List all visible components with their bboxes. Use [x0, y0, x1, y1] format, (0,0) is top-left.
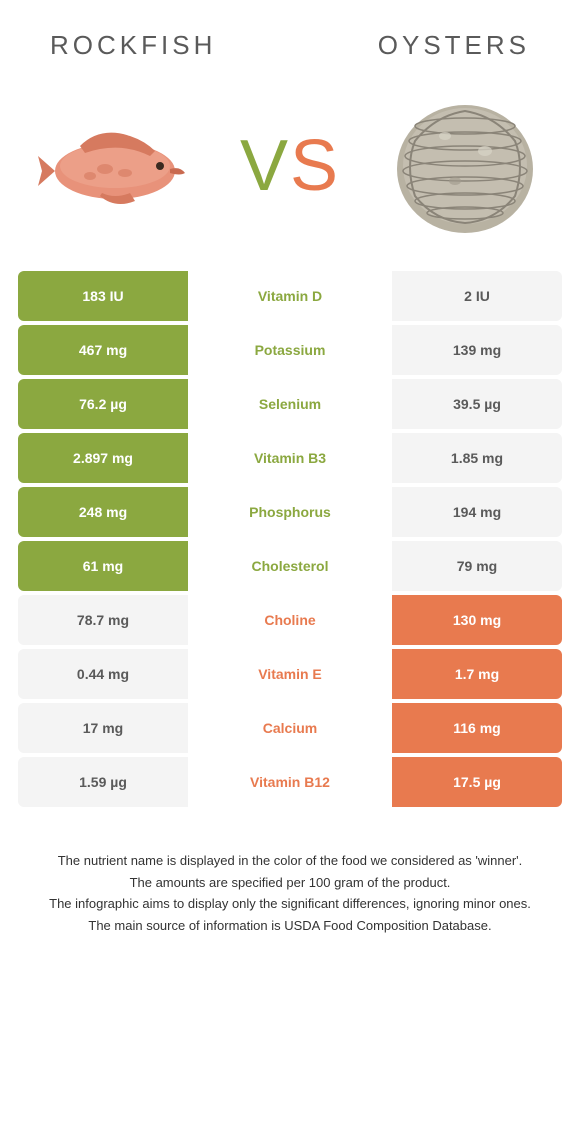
images-row: VS — [0, 71, 580, 271]
nutrient-name: Potassium — [188, 325, 392, 375]
nutrient-right-value: 116 mg — [392, 703, 562, 753]
nutrient-row: 467 mgPotassium139 mg — [18, 325, 562, 375]
nutrient-name: Vitamin D — [188, 271, 392, 321]
nutrient-right-value: 17.5 µg — [392, 757, 562, 807]
nutrient-name: Phosphorus — [188, 487, 392, 537]
nutrient-right-value: 194 mg — [392, 487, 562, 537]
nutrient-right-value: 130 mg — [392, 595, 562, 645]
header-row: ROCKFISH OYSTERS — [0, 0, 580, 71]
oyster-image — [380, 91, 550, 241]
nutrient-right-value: 1.7 mg — [392, 649, 562, 699]
nutrient-right-value: 2 IU — [392, 271, 562, 321]
nutrient-right-value: 1.85 mg — [392, 433, 562, 483]
vs-label: VS — [240, 125, 340, 207]
nutrient-row: 17 mgCalcium116 mg — [18, 703, 562, 753]
nutrient-row: 248 mgPhosphorus194 mg — [18, 487, 562, 537]
vs-s: S — [290, 126, 340, 206]
nutrients-table: 183 IUVitamin D2 IU467 mgPotassium139 mg… — [0, 271, 580, 807]
nutrient-left-value: 248 mg — [18, 487, 188, 537]
nutrient-name: Vitamin E — [188, 649, 392, 699]
nutrient-name: Vitamin B3 — [188, 433, 392, 483]
nutrient-row: 0.44 mgVitamin E1.7 mg — [18, 649, 562, 699]
nutrient-name: Calcium — [188, 703, 392, 753]
nutrient-left-value: 2.897 mg — [18, 433, 188, 483]
nutrient-right-value: 39.5 µg — [392, 379, 562, 429]
footnotes: The nutrient name is displayed in the co… — [0, 811, 580, 935]
nutrient-left-value: 78.7 mg — [18, 595, 188, 645]
vs-v: V — [240, 126, 290, 206]
nutrient-row: 183 IUVitamin D2 IU — [18, 271, 562, 321]
nutrient-left-value: 1.59 µg — [18, 757, 188, 807]
footnote-line: The main source of information is USDA F… — [20, 916, 560, 936]
rockfish-image — [30, 91, 200, 241]
nutrient-row: 61 mgCholesterol79 mg — [18, 541, 562, 591]
nutrient-left-value: 0.44 mg — [18, 649, 188, 699]
nutrient-left-value: 467 mg — [18, 325, 188, 375]
nutrient-left-value: 76.2 µg — [18, 379, 188, 429]
nutrient-name: Vitamin B12 — [188, 757, 392, 807]
footnote-line: The nutrient name is displayed in the co… — [20, 851, 560, 871]
nutrient-name: Choline — [188, 595, 392, 645]
nutrient-row: 2.897 mgVitamin B31.85 mg — [18, 433, 562, 483]
nutrient-row: 76.2 µgSelenium39.5 µg — [18, 379, 562, 429]
right-food-title: OYSTERS — [378, 30, 530, 61]
footnote-line: The amounts are specified per 100 gram o… — [20, 873, 560, 893]
nutrient-left-value: 183 IU — [18, 271, 188, 321]
nutrient-right-value: 79 mg — [392, 541, 562, 591]
nutrient-right-value: 139 mg — [392, 325, 562, 375]
nutrient-name: Cholesterol — [188, 541, 392, 591]
left-food-title: ROCKFISH — [50, 30, 216, 61]
nutrient-row: 78.7 mgCholine130 mg — [18, 595, 562, 645]
nutrient-row: 1.59 µgVitamin B1217.5 µg — [18, 757, 562, 807]
nutrient-left-value: 61 mg — [18, 541, 188, 591]
nutrient-left-value: 17 mg — [18, 703, 188, 753]
footnote-line: The infographic aims to display only the… — [20, 894, 560, 914]
nutrient-name: Selenium — [188, 379, 392, 429]
